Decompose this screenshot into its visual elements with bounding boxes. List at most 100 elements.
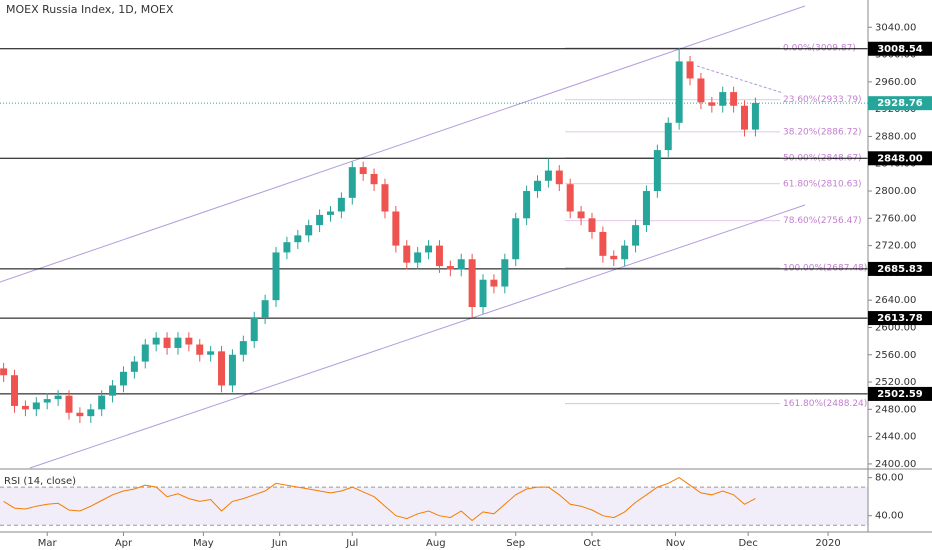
candle-body: [468, 259, 476, 307]
axis-layer: 2400.00 2440.00 2480.00 2520.00 2560.00 2600.…: [38, 22, 932, 549]
y-tick-label: 2880.00: [875, 131, 916, 142]
y-tick-label: 3040.00: [875, 22, 916, 33]
channel-upper: [0, 5, 806, 283]
candle-body: [610, 255, 618, 260]
fib-label: 161.80%(2488.24): [783, 399, 867, 409]
candle-body: [664, 122, 672, 151]
y-tick-label: 2400.00: [875, 459, 916, 470]
fib-label: 23.60%(2933.79): [783, 95, 862, 105]
candle-body: [109, 385, 117, 396]
x-tick-label: Jun: [271, 538, 288, 549]
candle-body: [326, 211, 334, 215]
x-tick-label: Oct: [583, 538, 600, 549]
candle-body: [98, 395, 106, 410]
x-tick-label: May: [193, 538, 214, 549]
candle-body: [65, 395, 73, 413]
candle-body: [534, 180, 542, 192]
candle-body: [708, 102, 716, 106]
candle-body: [599, 231, 607, 256]
candle-body: [163, 337, 171, 348]
level-badge: [868, 151, 932, 166]
candle-body: [228, 354, 236, 386]
level-label: 2685.83: [877, 264, 923, 275]
candle-body: [305, 225, 313, 236]
fib-label: 38.20%(2886.72): [783, 127, 862, 137]
candle-body: [446, 266, 454, 270]
candle-body: [457, 259, 465, 270]
candle-body: [185, 337, 193, 345]
x-tick-label: Nov: [666, 538, 686, 549]
level-badge: [868, 261, 932, 276]
x-tick-label: Sep: [506, 538, 525, 549]
candle-body: [588, 218, 596, 232]
candle-body: [32, 402, 40, 410]
level-label: 2613.78: [877, 313, 923, 324]
candle-body: [11, 375, 19, 406]
candle-body: [555, 170, 563, 185]
channel-lower: [29, 204, 806, 469]
candle-body: [218, 351, 226, 386]
candle-body: [501, 259, 509, 287]
last-price-label: 2928.76: [877, 98, 923, 109]
candle-body: [512, 218, 520, 260]
candle-body: [523, 191, 531, 219]
candle-body: [87, 409, 95, 417]
y-tick-label: 2760.00: [875, 213, 916, 224]
candle-body: [43, 399, 51, 403]
last-price-badge: [868, 96, 932, 111]
candle-body: [196, 344, 204, 355]
candle-body: [730, 92, 738, 106]
candle-body: [566, 184, 574, 212]
candle-body: [174, 337, 182, 348]
fib-label: 61.80%(2810.63): [783, 179, 862, 189]
candle-body: [632, 225, 640, 246]
y-tick-label: 2640.00: [875, 295, 916, 306]
candle-body: [403, 245, 411, 263]
candle-body: [359, 167, 367, 174]
rsi-line: [3, 477, 756, 522]
candle-body: [130, 361, 138, 372]
chart-title: MOEX Russia Index, 1D, MOEX: [6, 3, 174, 16]
rsi-title: RSI (14, close): [4, 476, 76, 487]
plot-layer: 0.00%(3009.87)23.60%(2933.79)38.20%(2886…: [0, 43, 868, 526]
y-tick-label: 2560.00: [875, 350, 916, 361]
candle-body: [751, 103, 759, 130]
y-tick-label: 80.00: [875, 473, 904, 484]
candle-body: [0, 368, 8, 376]
candle-body: [425, 245, 433, 253]
x-tick-label: Aug: [426, 538, 446, 549]
y-tick-label: 2440.00: [875, 432, 916, 443]
candle-body: [337, 197, 345, 212]
candle-body: [642, 191, 650, 226]
candle-body: [577, 211, 585, 219]
level-badge: [868, 311, 932, 326]
candle-body: [272, 252, 280, 301]
candle-body: [414, 252, 422, 263]
candle-body: [21, 405, 29, 410]
candle-body: [316, 214, 324, 226]
candle-body: [250, 317, 258, 342]
candle-body: [119, 371, 127, 386]
level-badge: [868, 386, 932, 401]
y-tick-label: 2720.00: [875, 241, 916, 252]
candle-body: [741, 105, 749, 130]
candle-body: [76, 412, 84, 417]
candle-body: [370, 173, 378, 185]
x-tick-label: Dec: [738, 538, 757, 549]
candle-body: [141, 344, 149, 362]
x-tick-label: Jul: [345, 538, 358, 549]
candle-body: [490, 279, 498, 287]
candle-body: [348, 167, 356, 198]
candle-body: [239, 341, 247, 355]
candle-body: [294, 235, 302, 243]
candle-body: [207, 351, 215, 355]
x-tick-label: Apr: [115, 538, 133, 549]
y-tick-label: 2600.00: [875, 322, 916, 333]
y-tick-label: 40.00: [875, 511, 904, 522]
candle-body: [261, 300, 269, 318]
candle-body: [697, 78, 705, 103]
candle-body: [675, 61, 683, 123]
